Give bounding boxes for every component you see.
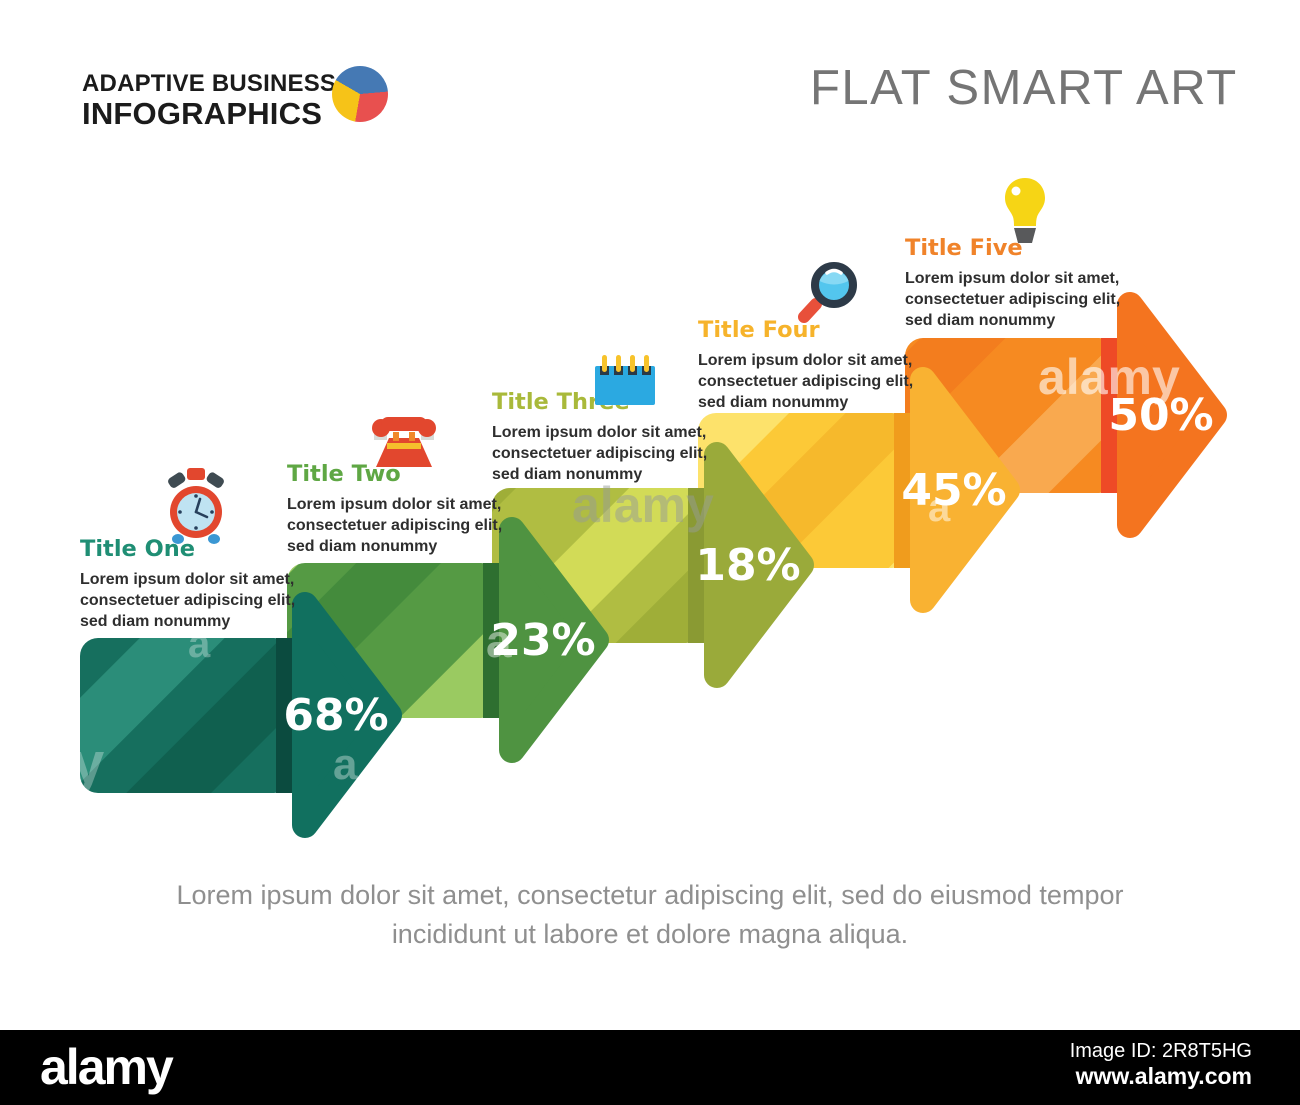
desc-line: consectetuer adipiscing elit, (698, 373, 914, 390)
step-description-4: Lorem ipsum dolor sit amet, consectetuer… (698, 350, 933, 413)
arrow-band-1 (276, 638, 292, 793)
value-label-2: 23% (490, 615, 595, 666)
desc-line: consectetuer adipiscing elit, (287, 517, 503, 534)
watermark-bar: alamy Image ID: 2R8T5HG www.alamy.com (0, 1030, 1300, 1105)
arrow-band-5 (1101, 338, 1117, 493)
desc-line: Lorem ipsum dolor sit amet, (698, 352, 913, 369)
caption: Lorem ipsum dolor sit amet, consectetur … (0, 876, 1300, 954)
desc-line: consectetuer adipiscing elit, (905, 291, 1121, 308)
alarm-clock-icon (168, 468, 224, 544)
value-labels: 68% 23% 18% 45% 50% (283, 390, 1213, 741)
brand-line-1: ADAPTIVE BUSINESS (82, 70, 337, 97)
desc-line: Lorem ipsum dolor sit amet, (492, 424, 707, 441)
value-label-4: 45% (901, 465, 1006, 516)
value-label-1: 68% (283, 690, 388, 741)
arrow-heads (292, 292, 1227, 838)
caption-line-2: incididunt ut labore et dolore magna ali… (391, 919, 909, 949)
page-title: FLAT SMART ART (810, 61, 1238, 115)
desc-line: Lorem ipsum dolor sit amet, (905, 270, 1120, 287)
desc-line: sed diam nonummy (698, 394, 849, 411)
arrow-band-3 (688, 488, 704, 643)
brand-line-2: INFOGRAPHICS (82, 96, 323, 131)
value-label-5: 50% (1108, 390, 1213, 441)
desc-line: sed diam nonummy (80, 613, 231, 630)
brand-logo: ADAPTIVE BUSINESS INFOGRAPHICS (82, 70, 336, 130)
step-title-5: Title Five (905, 235, 1023, 261)
arrow-head-5 (1117, 292, 1227, 538)
caption-line-1: Lorem ipsum dolor sit amet, consectetur … (176, 880, 1124, 910)
arrow-tail-1 (80, 638, 292, 793)
arrow-band-2 (483, 563, 499, 718)
telephone-icon (372, 417, 436, 467)
step-title-4: Title Four (698, 317, 820, 343)
alamy-url: www.alamy.com (1075, 1063, 1252, 1089)
arrow-head-3 (704, 442, 814, 688)
calendar-icon (595, 355, 655, 405)
step-block-2: Title Two Lorem ipsum dolor sit amet, co… (287, 461, 522, 557)
step-description-3: Lorem ipsum dolor sit amet, consectetuer… (492, 422, 727, 485)
step-description-5: Lorem ipsum dolor sit amet, consectetuer… (905, 268, 1140, 331)
step-block-1: Title One Lorem ipsum dolor sit amet, co… (80, 536, 315, 632)
arrow-band-4 (894, 413, 910, 568)
step-description-1: Lorem ipsum dolor sit amet, consectetuer… (80, 569, 315, 632)
pie-logo-icon (332, 66, 388, 122)
desc-line: consectetuer adipiscing elit, (80, 592, 296, 609)
step-block-5: Title Five Lorem ipsum dolor sit amet, c… (905, 235, 1140, 331)
image-id-label: Image ID: 2R8T5HG (1069, 1040, 1252, 1062)
desc-line: consectetuer adipiscing elit, (492, 445, 708, 462)
arrow-head-2 (499, 517, 609, 763)
desc-line: Lorem ipsum dolor sit amet, (287, 496, 502, 513)
arrow-head-4 (910, 367, 1020, 613)
step-description-2: Lorem ipsum dolor sit amet, consectetuer… (287, 494, 522, 557)
step-block-4: Title Four Lorem ipsum dolor sit amet, c… (698, 317, 933, 413)
desc-line: sed diam nonummy (287, 538, 438, 555)
arrow-head-1 (292, 592, 402, 838)
step-block-3: Title Three Lorem ipsum dolor sit amet, … (492, 389, 727, 485)
desc-line: Lorem ipsum dolor sit amet, (80, 571, 295, 588)
desc-line: sed diam nonummy (492, 466, 643, 483)
value-label-3: 18% (695, 540, 800, 591)
alamy-logo: alamy (40, 1039, 174, 1095)
light-bulb-icon (1005, 178, 1045, 243)
magnifier-icon (798, 262, 857, 323)
watermark-bar-info: Image ID: 2R8T5HG www.alamy.com (1070, 1039, 1252, 1090)
desc-line: sed diam nonummy (905, 312, 1056, 329)
